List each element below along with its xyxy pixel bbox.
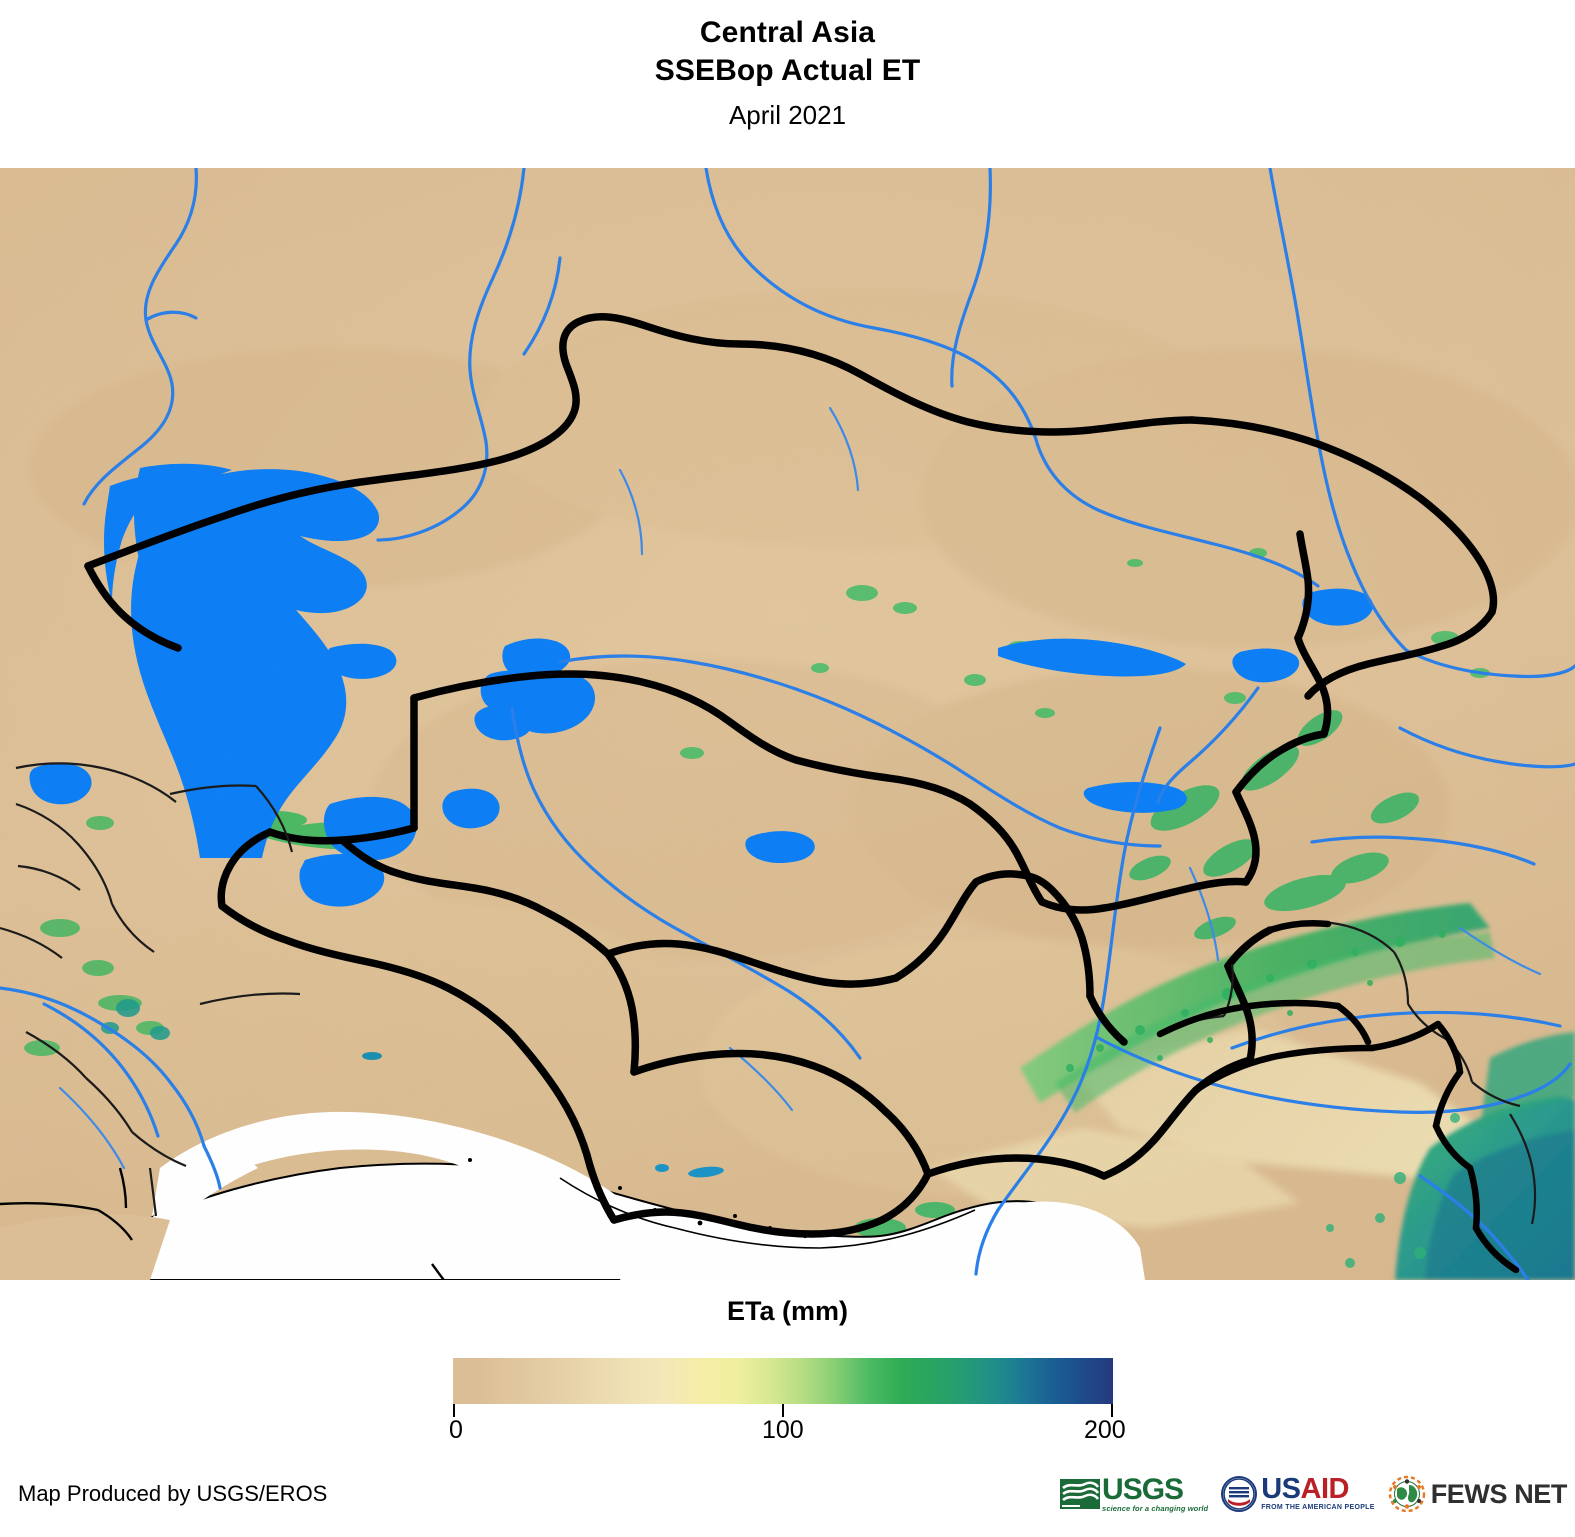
colorbar-tick-100 bbox=[782, 1404, 784, 1417]
map-canvas[interactable] bbox=[0, 168, 1575, 1280]
usgs-tagline: science for a changing world bbox=[1102, 1503, 1209, 1513]
usaid-text: USAID FROM THE AMERICAN PEOPLE bbox=[1261, 1473, 1375, 1512]
fews-net-logo[interactable]: FEWS NET bbox=[1388, 1471, 1567, 1517]
colorbar-gradient bbox=[453, 1358, 1113, 1404]
globe-icon bbox=[1388, 1475, 1426, 1513]
footer: Map Produced by USGS/EROS USGS science f… bbox=[0, 1455, 1575, 1537]
colorbar-tick-200 bbox=[1111, 1404, 1113, 1417]
usaid-seal-icon bbox=[1221, 1476, 1258, 1512]
map-period-label: April 2021 bbox=[728, 100, 847, 130]
colorbar-tick-0 bbox=[453, 1404, 455, 1417]
usaid-wordmark: USAID bbox=[1261, 1473, 1375, 1505]
map-raster bbox=[0, 168, 1575, 1280]
usaid-tagline: FROM THE AMERICAN PEOPLE bbox=[1261, 1504, 1375, 1511]
colorbar-label-100: 100 bbox=[762, 1416, 804, 1444]
usgs-text: USGS science for a changing world bbox=[1102, 1472, 1209, 1513]
colorbar[interactable] bbox=[453, 1358, 1113, 1404]
title-block: Central Asia SSEBop Actual ET April 2021 bbox=[0, 0, 1575, 168]
colorbar-label-0: 0 bbox=[449, 1416, 463, 1444]
map-title-line2: SSEBop Actual ET bbox=[654, 54, 921, 87]
usaid-us-part: US bbox=[1261, 1473, 1301, 1505]
usgs-wave-icon bbox=[1060, 1479, 1101, 1509]
map-title-line1: Central Asia bbox=[699, 16, 876, 49]
logo-bar: USGS science for a changing world USAID bbox=[1060, 1465, 1567, 1523]
usaid-aid-part: AID bbox=[1300, 1473, 1350, 1505]
usgs-wordmark: USGS bbox=[1102, 1472, 1184, 1506]
colorbar-label-200: 200 bbox=[1084, 1416, 1126, 1444]
fews-net-wordmark: FEWS NET bbox=[1430, 1478, 1568, 1509]
usgs-logo[interactable]: USGS science for a changing world bbox=[1060, 1471, 1208, 1517]
usaid-logo[interactable]: USAID FROM THE AMERICAN PEOPLE bbox=[1221, 1471, 1375, 1517]
colorbar-title: ETa (mm) bbox=[726, 1296, 848, 1326]
map-credit: Map Produced by USGS/EROS bbox=[18, 1481, 328, 1506]
